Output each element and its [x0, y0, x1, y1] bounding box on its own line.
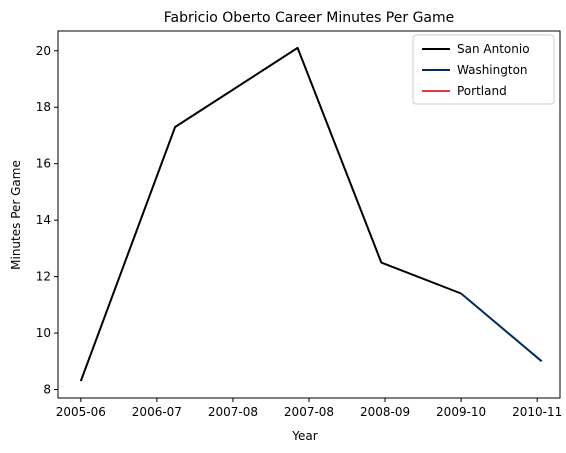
- x-tick-label: 2006-07: [132, 405, 182, 419]
- series-layer: [79, 46, 543, 382]
- y-tick-label: 20: [36, 44, 51, 58]
- y-axis: 8 10 12 14 16 18 20: [36, 44, 58, 397]
- y-tick-label: 12: [36, 270, 51, 284]
- series-line-1: [460, 292, 543, 363]
- x-axis-label: Year: [291, 429, 317, 443]
- x-tick-label: 2007-08: [284, 405, 334, 419]
- y-tick-label: 10: [36, 326, 51, 340]
- x-tick-label: 2009-10: [436, 405, 486, 419]
- x-tick-label: 2008-09: [360, 405, 410, 419]
- chart-title: Fabricio Oberto Career Minutes Per Game: [164, 10, 455, 26]
- x-tick-label: 2005-06: [56, 405, 106, 419]
- y-tick-label: 18: [36, 100, 51, 114]
- legend: San Antonio Washington Portland: [412, 34, 555, 105]
- y-tick-label: 16: [36, 157, 51, 171]
- legend-label-1: Washington: [457, 63, 528, 77]
- y-tick-label: 14: [36, 213, 51, 227]
- x-axis: 2005-06 2006-07 2007-08 2007-08 2008-09 2009-…: [56, 398, 562, 419]
- x-tick-label: 2007-08: [208, 405, 258, 419]
- legend-box: [412, 34, 555, 105]
- legend-label-2: Portland: [457, 84, 507, 98]
- x-tick-label: 2010-11: [512, 405, 562, 419]
- series-line-0: [79, 46, 462, 382]
- y-axis-label: Minutes Per Game: [9, 160, 23, 270]
- legend-label-0: San Antonio: [457, 42, 530, 56]
- y-tick-label: 8: [43, 383, 51, 397]
